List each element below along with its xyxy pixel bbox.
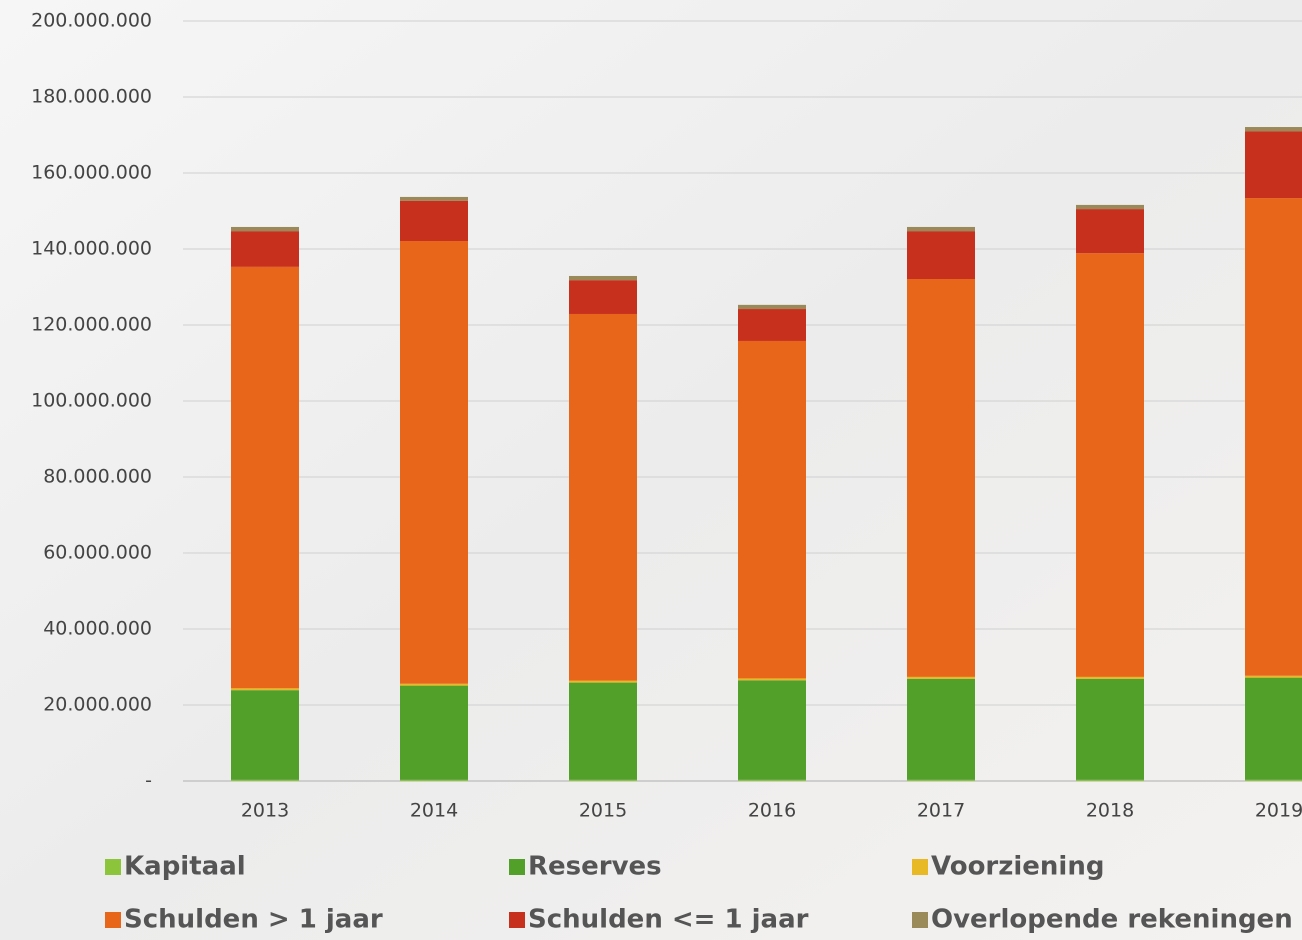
bar-segment xyxy=(400,683,468,686)
bar-segment xyxy=(569,682,637,780)
legend-swatch xyxy=(912,859,928,875)
bar-segment xyxy=(738,340,806,679)
bar-segment xyxy=(907,779,975,781)
bar-segment xyxy=(1245,198,1302,676)
y-tick-label: 120.000.000 xyxy=(31,314,152,336)
y-tick-label: 20.000.000 xyxy=(43,694,152,716)
y-tick-label: 160.000.000 xyxy=(31,162,152,184)
y-tick-label: 80.000.000 xyxy=(43,466,152,488)
bar-segment xyxy=(907,676,975,679)
legend-swatch xyxy=(105,912,121,928)
bar-segment xyxy=(1245,779,1302,781)
bar-segment xyxy=(738,309,806,341)
legend-swatch xyxy=(912,912,928,928)
bar-segment xyxy=(400,779,468,781)
bar-segment xyxy=(738,678,806,681)
bar-segment xyxy=(569,280,637,314)
bar-segment xyxy=(738,680,806,780)
y-tick-label: - xyxy=(145,770,152,792)
bar-segment xyxy=(231,779,299,781)
bar-segment xyxy=(907,279,975,677)
bar-segment xyxy=(907,226,975,232)
y-tick-label: 40.000.000 xyxy=(43,618,152,640)
bar-segment xyxy=(907,231,975,280)
bar-segment xyxy=(231,266,299,689)
bar-segment xyxy=(738,779,806,781)
bar-segment xyxy=(231,231,299,267)
x-tick-label: 2014 xyxy=(410,800,458,822)
bar-segment xyxy=(1245,127,1302,132)
bar-segment xyxy=(569,680,637,683)
y-tick-label: 180.000.000 xyxy=(31,86,152,108)
x-tick-label: 2016 xyxy=(748,800,796,822)
bar-segment xyxy=(1245,675,1302,678)
bar-segment xyxy=(1076,678,1144,780)
bar-segment xyxy=(400,685,468,780)
bar-segment xyxy=(907,678,975,780)
bar-segment xyxy=(231,690,299,780)
y-tick-label: 60.000.000 xyxy=(43,542,152,564)
bar-segment xyxy=(1245,131,1302,199)
bar-segment xyxy=(738,304,806,310)
x-tick-label: 2013 xyxy=(241,800,289,822)
x-tick-label: 2018 xyxy=(1086,800,1134,822)
bar-segment xyxy=(569,275,637,281)
bar-segment xyxy=(231,688,299,691)
bar-segment xyxy=(400,241,468,684)
legend-swatch xyxy=(105,859,121,875)
legend-label: Reserves xyxy=(528,852,662,882)
bar-segment xyxy=(400,196,468,201)
legend-swatch xyxy=(509,912,525,928)
legend-label: Schulden <= 1 jaar xyxy=(528,905,809,935)
legend-label: Voorziening xyxy=(931,852,1104,882)
x-tick-label: 2017 xyxy=(917,800,965,822)
bar-segment xyxy=(1245,677,1302,780)
y-tick-label: 200.000.000 xyxy=(31,10,152,32)
x-tick-label: 2015 xyxy=(579,800,627,822)
legend-label: Schulden > 1 jaar xyxy=(124,905,383,935)
bar-segment xyxy=(400,200,468,242)
bar-segment xyxy=(569,313,637,681)
legend-swatch xyxy=(509,859,525,875)
bar-segment xyxy=(1076,209,1144,254)
bar-segment xyxy=(1076,204,1144,210)
legend-label: Overlopende rekeningen xyxy=(931,905,1293,935)
bar-segment xyxy=(1076,779,1144,781)
y-tick-label: 140.000.000 xyxy=(31,238,152,260)
legend-label: Kapitaal xyxy=(124,852,246,882)
bar-segment xyxy=(231,226,299,232)
bar-segment xyxy=(1076,253,1144,677)
x-tick-label: 2019 xyxy=(1255,800,1302,822)
bar-segment xyxy=(1076,676,1144,679)
bar-segment xyxy=(569,779,637,781)
y-tick-label: 100.000.000 xyxy=(31,390,152,412)
